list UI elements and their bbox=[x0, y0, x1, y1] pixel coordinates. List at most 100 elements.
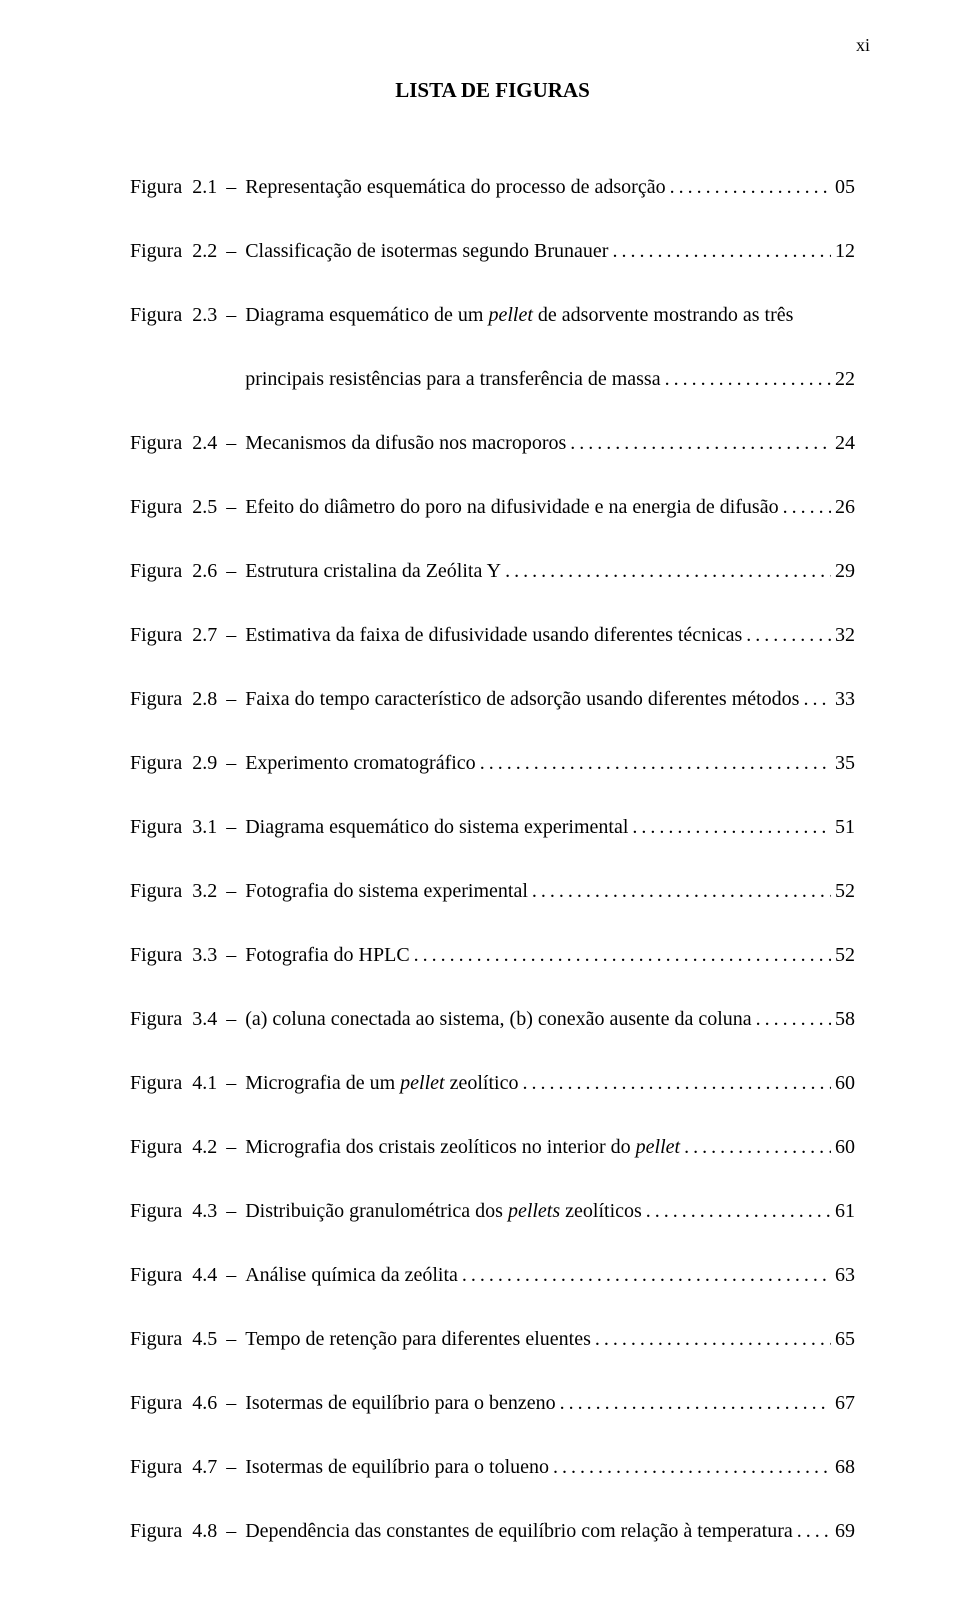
figure-description: Mecanismos da difusão nos macroporos bbox=[245, 428, 566, 458]
dash-separator: – bbox=[217, 428, 245, 458]
figure-page: 29 bbox=[831, 556, 855, 586]
figure-description: principais resistências para a transferê… bbox=[245, 364, 660, 394]
figure-number: 2.5 bbox=[192, 492, 217, 522]
figure-label: Figura bbox=[130, 556, 182, 586]
figure-page: 33 bbox=[831, 684, 855, 714]
figure-label: Figura bbox=[130, 1516, 182, 1546]
figure-number: 4.7 bbox=[192, 1452, 217, 1482]
figure-number: 3.2 bbox=[192, 876, 217, 906]
figure-page: 26 bbox=[831, 492, 855, 522]
figure-label: Figura bbox=[130, 1004, 182, 1034]
figure-entry: Figura 3.4 – (a) coluna conectada ao sis… bbox=[130, 1004, 855, 1034]
dash-separator: – bbox=[217, 812, 245, 842]
figure-number: 2.7 bbox=[192, 620, 217, 650]
dash-separator: – bbox=[217, 1452, 245, 1482]
figure-number: 3.3 bbox=[192, 940, 217, 970]
figure-label: Figura bbox=[130, 812, 182, 842]
figure-description: (a) coluna conectada ao sistema, (b) con… bbox=[245, 1004, 751, 1034]
figure-description: Diagrama esquemático do sistema experime… bbox=[245, 812, 628, 842]
figure-number: 3.1 bbox=[192, 812, 217, 842]
figure-description: Representação esquemática do processo de… bbox=[245, 172, 665, 202]
figure-label: Figura bbox=[130, 940, 182, 970]
leader-dots: ........................................… bbox=[642, 1196, 831, 1226]
dash-separator: – bbox=[217, 1260, 245, 1290]
dash-separator: – bbox=[217, 1324, 245, 1354]
figure-number: 4.8 bbox=[192, 1516, 217, 1546]
figure-number: 2.2 bbox=[192, 236, 217, 266]
figure-entry: Figura 2.2 – Classificação de isotermas … bbox=[130, 236, 855, 266]
figure-number: 2.6 bbox=[192, 556, 217, 586]
figure-page: 63 bbox=[831, 1260, 855, 1290]
figure-label: Figura bbox=[130, 492, 182, 522]
figure-number: 3.4 bbox=[192, 1004, 217, 1034]
dash-separator: – bbox=[217, 940, 245, 970]
figure-label: Figura bbox=[130, 236, 182, 266]
figure-number: 2.8 bbox=[192, 684, 217, 714]
figure-entry: Figura 2.4 – Mecanismos da difusão nos m… bbox=[130, 428, 855, 458]
figure-page: 60 bbox=[831, 1132, 855, 1162]
figure-entry: Figura 4.6 – Isotermas de equilíbrio par… bbox=[130, 1388, 855, 1418]
dash-separator: – bbox=[217, 684, 245, 714]
figure-label: Figura bbox=[130, 748, 182, 778]
figure-label: Figura bbox=[130, 1132, 182, 1162]
figure-page: 69 bbox=[831, 1516, 855, 1546]
dash-separator: – bbox=[217, 172, 245, 202]
dash-separator: – bbox=[217, 1196, 245, 1226]
figure-description: Diagrama esquemático de um pellet de ads… bbox=[245, 300, 855, 330]
figure-page: 12 bbox=[831, 236, 855, 266]
figure-description: Classificação de isotermas segundo Bruna… bbox=[245, 236, 608, 266]
dash-separator: – bbox=[217, 748, 245, 778]
figure-number: 4.1 bbox=[192, 1068, 217, 1098]
figure-page: 60 bbox=[831, 1068, 855, 1098]
figure-page: 61 bbox=[831, 1196, 855, 1226]
figure-label: Figura bbox=[130, 620, 182, 650]
figure-description: Efeito do diâmetro do poro na difusivida… bbox=[245, 492, 778, 522]
figure-entry: Figura 2.9 – Experimento cromatográfico.… bbox=[130, 748, 855, 778]
figure-page: 58 bbox=[831, 1004, 855, 1034]
leader-dots: ........................................… bbox=[549, 1452, 831, 1482]
figure-description: Fotografia do sistema experimental bbox=[245, 876, 528, 906]
dash-separator: – bbox=[217, 556, 245, 586]
figure-number: 4.3 bbox=[192, 1196, 217, 1226]
figure-label: Figura bbox=[130, 1324, 182, 1354]
leader-dots: ........................................… bbox=[476, 748, 831, 778]
figure-number: 2.4 bbox=[192, 428, 217, 458]
dash-separator: – bbox=[217, 236, 245, 266]
leader-dots: ........................................… bbox=[518, 1068, 831, 1098]
figure-entry: Figura 4.8 – Dependência das constantes … bbox=[130, 1516, 855, 1546]
leader-dots: ........................................… bbox=[608, 236, 831, 266]
leader-dots: ........................................… bbox=[779, 492, 831, 522]
figure-number: 2.1 bbox=[192, 172, 217, 202]
figure-page: 22 bbox=[831, 364, 855, 394]
leader-dots: ........................................… bbox=[661, 364, 831, 394]
dash-separator: – bbox=[217, 1132, 245, 1162]
figure-description: Isotermas de equilíbrio para o tolueno bbox=[245, 1452, 549, 1482]
leader-dots: ........................................… bbox=[556, 1388, 831, 1418]
figure-entry: Figura 4.2 – Micrografia dos cristais ze… bbox=[130, 1132, 855, 1162]
figure-entry: Figura 3.3 – Fotografia do HPLC.........… bbox=[130, 940, 855, 970]
figure-label: Figura bbox=[130, 1260, 182, 1290]
dash-separator: – bbox=[217, 492, 245, 522]
leader-dots: ........................................… bbox=[528, 876, 831, 906]
figure-entry: Figura 4.7 – Isotermas de equilíbrio par… bbox=[130, 1452, 855, 1482]
figure-description: Estrutura cristalina da Zeólita Y bbox=[245, 556, 501, 586]
figure-page: 05 bbox=[831, 172, 855, 202]
leader-dots: ........................................… bbox=[410, 940, 831, 970]
figure-label: Figura bbox=[130, 1068, 182, 1098]
figure-description: Fotografia do HPLC bbox=[245, 940, 409, 970]
figure-description: Análise química da zeólita bbox=[245, 1260, 458, 1290]
leader-dots: ........................................… bbox=[680, 1132, 831, 1162]
figure-description: Isotermas de equilíbrio para o benzeno bbox=[245, 1388, 555, 1418]
leader-dots: ........................................… bbox=[752, 1004, 831, 1034]
dash-separator: – bbox=[217, 876, 245, 906]
figure-description: Faixa do tempo característico de adsorçã… bbox=[245, 684, 799, 714]
figure-entry: Figura 4.1 – Micrografia de um pellet ze… bbox=[130, 1068, 855, 1098]
dash-separator: – bbox=[217, 1068, 245, 1098]
figure-description: Tempo de retenção para diferentes eluent… bbox=[245, 1324, 591, 1354]
figure-entry: Figura 2.7 – Estimativa da faixa de difu… bbox=[130, 620, 855, 650]
figure-entry: Figura 2.3 – Diagrama esquemático de um … bbox=[130, 300, 855, 394]
figure-number: 4.4 bbox=[192, 1260, 217, 1290]
figure-description: Experimento cromatográfico bbox=[245, 748, 475, 778]
leader-dots: ........................................… bbox=[501, 556, 831, 586]
figure-page: 52 bbox=[831, 940, 855, 970]
